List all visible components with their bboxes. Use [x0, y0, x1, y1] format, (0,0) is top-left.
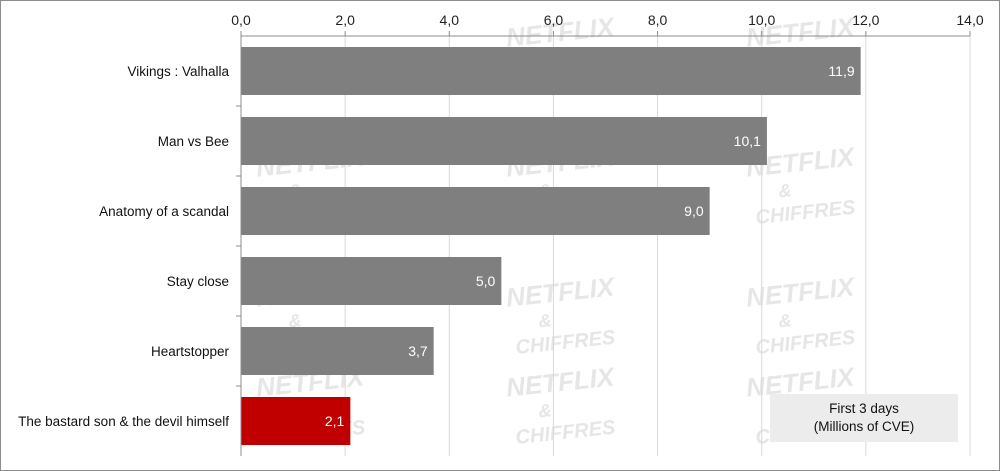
legend-line-1: First 3 days: [829, 401, 899, 416]
x-tick-label: 6,0: [544, 12, 564, 28]
category-label: Vikings : Valhalla: [127, 64, 229, 79]
watermark-line-1: NETFLIX: [505, 361, 618, 402]
bar: [241, 117, 767, 165]
bar: [241, 257, 502, 305]
bar: [241, 187, 710, 235]
data-label: 11,9: [828, 63, 854, 79]
data-label: 3,7: [408, 343, 428, 359]
watermark: NETFLIX&CHIFFRES: [505, 271, 618, 359]
x-tick-label: 0,0: [231, 12, 251, 28]
watermark-line-2: &: [777, 310, 792, 331]
watermark-line-3: CHIFFRES: [755, 197, 857, 229]
watermark-line-2: &: [287, 310, 302, 331]
watermark: NETFLIX&CHIFFRES: [505, 361, 618, 449]
legend-line-2: (Millions of CVE): [813, 419, 915, 434]
watermark-line-3: CHIFFRES: [515, 327, 617, 359]
bar: [241, 327, 434, 375]
watermark-line-1: NETFLIX: [505, 271, 618, 312]
data-label: 9,0: [684, 203, 704, 219]
x-tick-label: 4,0: [440, 12, 460, 28]
category-label: Stay close: [167, 274, 229, 289]
x-tick-label: 14,0: [956, 12, 983, 28]
watermark: NETFLIX&CHIFFRES: [745, 271, 858, 359]
grid-lines: [344, 36, 971, 456]
x-tick-label: 10,0: [748, 12, 775, 28]
watermark-line-2: &: [537, 310, 552, 331]
x-tick-label: 2,0: [335, 12, 355, 28]
axes: 0,0 2,0 4,0 6,0 8,0 10,0 12,0 14,0 Vikings : Val…: [18, 12, 984, 456]
watermark-line-2: &: [537, 400, 552, 421]
category-label: Man vs Bee: [158, 134, 229, 149]
bar: [241, 47, 861, 95]
x-tick-label: 8,0: [648, 12, 668, 28]
data-label: 5,0: [476, 273, 496, 289]
category-label: Anatomy of a scandal: [99, 204, 229, 219]
data-label: 2,1: [325, 413, 345, 429]
watermark-line-3: CHIFFRES: [755, 327, 857, 359]
watermark-line-2: &: [777, 180, 792, 201]
bars: 11,9 10,1 9,0 5,0 3,7 2,1: [241, 47, 861, 445]
bar: [241, 397, 351, 445]
category-label: The bastard son & the devil himself: [18, 414, 229, 429]
category-label: Heartstopper: [151, 344, 230, 359]
x-tick-label: 12,0: [852, 12, 879, 28]
data-label: 10,1: [734, 133, 761, 149]
legend-box: First 3 days (Millions of CVE): [770, 394, 958, 442]
watermark-line-3: CHIFFRES: [515, 417, 617, 449]
